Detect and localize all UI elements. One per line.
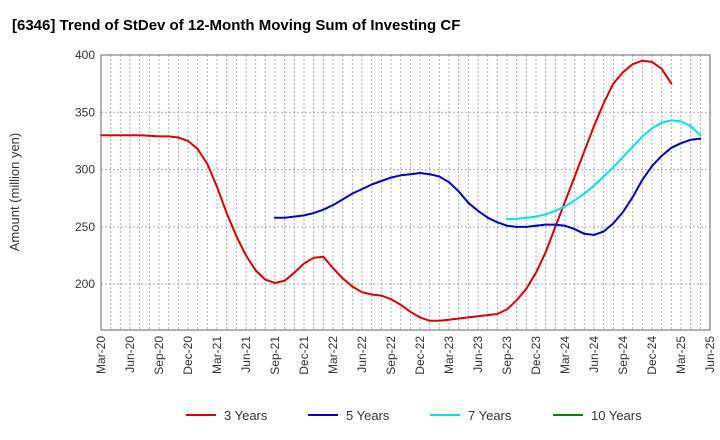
x-tick-label: Mar-25	[674, 336, 688, 374]
x-tick-label: Mar-23	[442, 336, 456, 374]
series-line-7-years	[506, 119, 702, 220]
x-tick-label: Dec-24	[645, 336, 659, 375]
series-lines	[100, 59, 702, 322]
x-tick-label: Dec-20	[181, 336, 195, 375]
plot-area	[101, 55, 710, 330]
x-tick-label: Mar-20	[94, 336, 108, 374]
y-tick-label: 250	[75, 220, 95, 234]
grid-lines	[101, 54, 710, 330]
x-tick-label: Mar-21	[210, 336, 224, 374]
x-tick-label: Dec-23	[529, 336, 543, 375]
x-tick-label: Jun-22	[355, 336, 369, 373]
x-tick-label: Sep-20	[152, 336, 166, 375]
x-tick-label: Sep-23	[500, 336, 514, 375]
x-tick-labels: Mar-20 Jun-20 Sep-20 Dec-20 Mar-21 Jun-21 Sep-…	[94, 336, 717, 375]
y-tick-label: 300	[75, 163, 95, 177]
legend-label: 7 Years	[468, 408, 512, 423]
y-tick-label: 350	[75, 105, 95, 119]
legend-label: 10 Years	[591, 408, 642, 423]
x-tick-label: Dec-21	[297, 336, 311, 375]
x-tick-label: Sep-21	[268, 336, 282, 375]
x-tick-label: Jun-20	[123, 336, 137, 373]
legend-label: 5 Years	[346, 408, 390, 423]
y-tick-labels: 200 250 300 350 400	[75, 48, 95, 291]
x-tick-label: Mar-24	[558, 336, 572, 374]
series-line-3-years	[100, 59, 673, 322]
legend: 3 Years 5 Years 7 Years 10 Years	[186, 408, 642, 423]
x-tick-label: Jun-21	[239, 336, 253, 373]
chart-title: [6346] Trend of StDev of 12-Month Moving…	[12, 17, 460, 34]
series-line-5-years	[274, 137, 702, 236]
x-tick-label: Mar-22	[326, 336, 340, 374]
y-axis-label: Amount (million yen)	[7, 133, 22, 252]
x-tick-label: Dec-22	[413, 336, 427, 375]
y-tick-label: 200	[75, 277, 95, 291]
plot-border	[100, 54, 711, 331]
legend-label: 3 Years	[224, 408, 268, 423]
x-tick-label: Jun-24	[587, 336, 601, 373]
x-tick-label: Jun-25	[703, 336, 717, 373]
x-tick-label: Sep-24	[616, 336, 630, 375]
x-tick-label: Jun-23	[471, 336, 485, 373]
y-tick-label: 400	[75, 48, 95, 62]
x-tick-label: Sep-22	[384, 336, 398, 375]
